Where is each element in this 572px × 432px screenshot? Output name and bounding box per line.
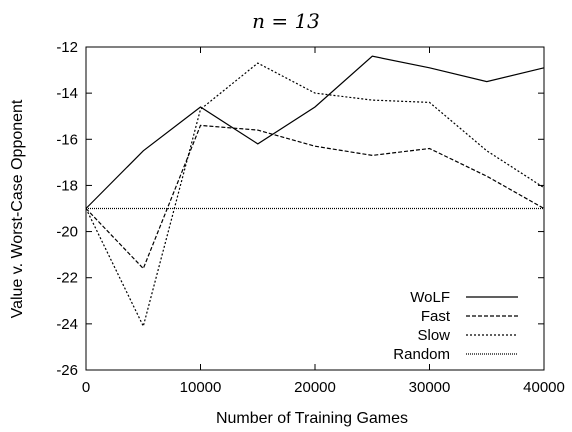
legend-label-wolf: WoLF [410, 289, 450, 306]
y-tick-label: -20 [56, 224, 78, 241]
y-tick-label: -24 [56, 316, 78, 333]
legend-label-fast: Fast [421, 308, 451, 325]
y-tick-label: -18 [56, 177, 78, 194]
y-axis-label: Value v. Worst-Case Opponent [9, 99, 26, 318]
chart-title: n = 13 [252, 9, 320, 33]
y-tick-label: -22 [56, 270, 78, 287]
y-tick-label: -26 [56, 362, 78, 379]
x-tick-label: 30000 [409, 379, 451, 396]
series-line-wolf [85, 55, 545, 209]
legend-label-slow: Slow [417, 327, 450, 344]
x-tick-label: 10000 [180, 379, 222, 396]
x-axis-label: Number of Training Games [216, 410, 408, 427]
x-tick-label: 0 [82, 379, 90, 396]
x-tick-label: 20000 [294, 379, 336, 396]
series-line-slow [85, 62, 545, 328]
y-tick-label: -14 [56, 85, 78, 102]
y-tick-label: -16 [56, 131, 78, 148]
y-tick-label: -12 [56, 39, 78, 56]
x-tick-label: 40000 [523, 379, 565, 396]
series-line-fast [85, 124, 545, 270]
legend-label-random: Random [393, 346, 450, 363]
